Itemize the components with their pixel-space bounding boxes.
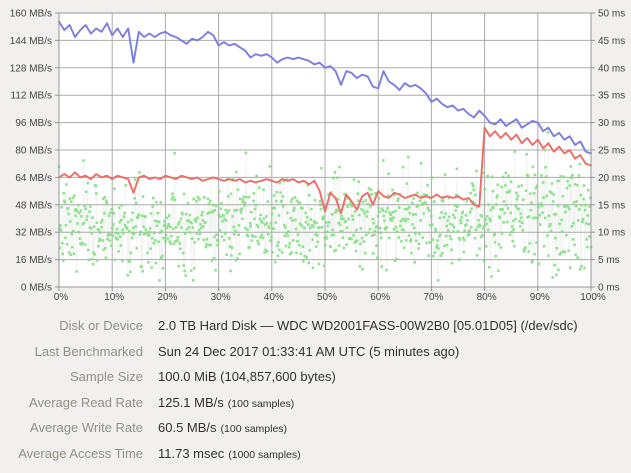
detail-label: Average Access Time xyxy=(18,445,143,461)
detail-value: 125.1 MB/s (100 samples) xyxy=(158,390,294,418)
detail-value-text: Sun 24 Dec 2017 01:33:41 AM UTC (5 minut… xyxy=(158,343,460,359)
x-axis-tick-label: 70% xyxy=(423,292,443,303)
detail-value-note: (100 samples) xyxy=(227,397,295,410)
detail-value-text: 60.5 MB/s xyxy=(158,420,217,435)
right-axis-tick-label: 15 ms xyxy=(598,200,625,211)
right-axis-tick-label: 40 ms xyxy=(598,63,625,74)
right-axis-tick-label: 20 ms xyxy=(598,173,625,184)
x-axis-tick-label: 0% xyxy=(54,292,69,303)
detail-row-average-write-rate: Average Write Rate 60.5 MB/s (100 samples… xyxy=(0,415,631,441)
detail-label: Last Benchmarked xyxy=(34,343,143,359)
detail-value: 100.0 MiB (104,857,600 bytes) xyxy=(158,364,340,392)
left-axis-tick-label: 128 MB/s xyxy=(10,63,52,74)
left-axis-tick-label: 64 MB/s xyxy=(15,173,52,184)
detail-value: 60.5 MB/s (100 samples) xyxy=(158,415,287,443)
x-axis-tick-label: 80% xyxy=(477,292,497,303)
plot-border xyxy=(58,12,592,288)
right-axis-tick-label: 5 ms xyxy=(598,255,620,266)
left-axis-tick-label: 0 MB/s xyxy=(21,283,52,294)
right-axis-tick-label: 35 ms xyxy=(598,91,625,102)
left-axis-tick-label: 32 MB/s xyxy=(15,228,52,239)
detail-row-average-access-time: Average Access Time 11.73 msec (1000 samp… xyxy=(0,441,631,467)
x-axis-tick-label: 20% xyxy=(157,292,177,303)
x-axis-tick-label: 100% xyxy=(580,292,606,303)
detail-value-text: 2.0 TB Hard Disk — WDC WD2001FASS-00W2B0… xyxy=(158,318,578,333)
right-axis-tick-label: 10 ms xyxy=(598,228,625,239)
right-axis-tick-label: 45 ms xyxy=(598,36,625,47)
benchmark-chart-canvas: 160 MB/s 144 MB/s 128 MB/s 112 MB/s 96 MB/s 8… xyxy=(10,9,625,304)
left-axis-tick-label: 160 MB/s xyxy=(10,9,52,20)
detail-value-text: 100.0 MiB (104,857,600 bytes) xyxy=(158,369,336,384)
left-axis-tick-label: 80 MB/s xyxy=(15,146,52,157)
detail-value-note: (1000 samples) xyxy=(228,448,301,461)
x-axis-tick-label: 90% xyxy=(530,292,550,303)
read-rate-line xyxy=(58,20,592,155)
left-axis-tick-label: 16 MB/s xyxy=(15,255,52,266)
left-axis-tick-label: 144 MB/s xyxy=(10,36,52,47)
left-axis-tick-label: 48 MB/s xyxy=(15,200,52,211)
detail-value: 11.73 msec (1000 samples) xyxy=(158,441,301,469)
detail-value-note: (100 samples) xyxy=(220,423,288,435)
detail-value-text: 11.73 msec xyxy=(158,445,225,461)
access-time-web xyxy=(58,132,592,281)
detail-value: 2.0 TB Hard Disk — WDC WD2001FASS-00W2B0… xyxy=(158,313,582,341)
detail-value: Sun 24 Dec 2017 01:33:41 AM UTC (5 minut… xyxy=(158,339,463,367)
write-rate-line xyxy=(58,126,592,215)
benchmark-details: Disk or Device 2.0 TB Hard Disk — WDC WD… xyxy=(0,308,631,466)
detail-label: Disk or Device xyxy=(59,318,143,333)
detail-label: Sample Size xyxy=(70,369,143,384)
right-axis-tick-label: 50 ms xyxy=(598,9,625,20)
right-axis-tick-label: 25 ms xyxy=(598,146,625,157)
access-time-dots xyxy=(57,131,593,282)
detail-value-text: 125.1 MB/s xyxy=(158,394,224,410)
left-axis-tick-label: 112 MB/s xyxy=(11,91,53,102)
detail-row-average-read-rate: Average Read Rate 125.1 MB/s (100 samples… xyxy=(0,390,631,416)
x-axis-tick-label: 40% xyxy=(264,292,284,303)
detail-row-disk-or-device: Disk or Device 2.0 TB Hard Disk — WDC WD… xyxy=(0,313,631,339)
x-axis-tick-label: 10% xyxy=(104,292,124,303)
x-axis-tick-label: 30% xyxy=(211,292,231,303)
detail-row-last-benchmarked: Last Benchmarked Sun 24 Dec 2017 01:33:4… xyxy=(0,339,631,365)
x-axis-tick-label: 60% xyxy=(370,292,390,303)
right-axis-tick-label: 30 ms xyxy=(598,118,625,129)
detail-label: Average Write Rate xyxy=(30,420,143,435)
right-axis-tick-label: 0 ms xyxy=(598,283,620,294)
left-axis-tick-label: 96 MB/s xyxy=(15,118,52,129)
benchmark-chart: 160 MB/s 144 MB/s 128 MB/s 112 MB/s 96 MB/s 8… xyxy=(10,9,625,304)
detail-label: Average Read Rate xyxy=(29,394,143,410)
x-axis-tick-label: 50% xyxy=(317,292,337,303)
detail-row-sample-size: Sample Size 100.0 MiB (104,857,600 bytes… xyxy=(0,364,631,390)
